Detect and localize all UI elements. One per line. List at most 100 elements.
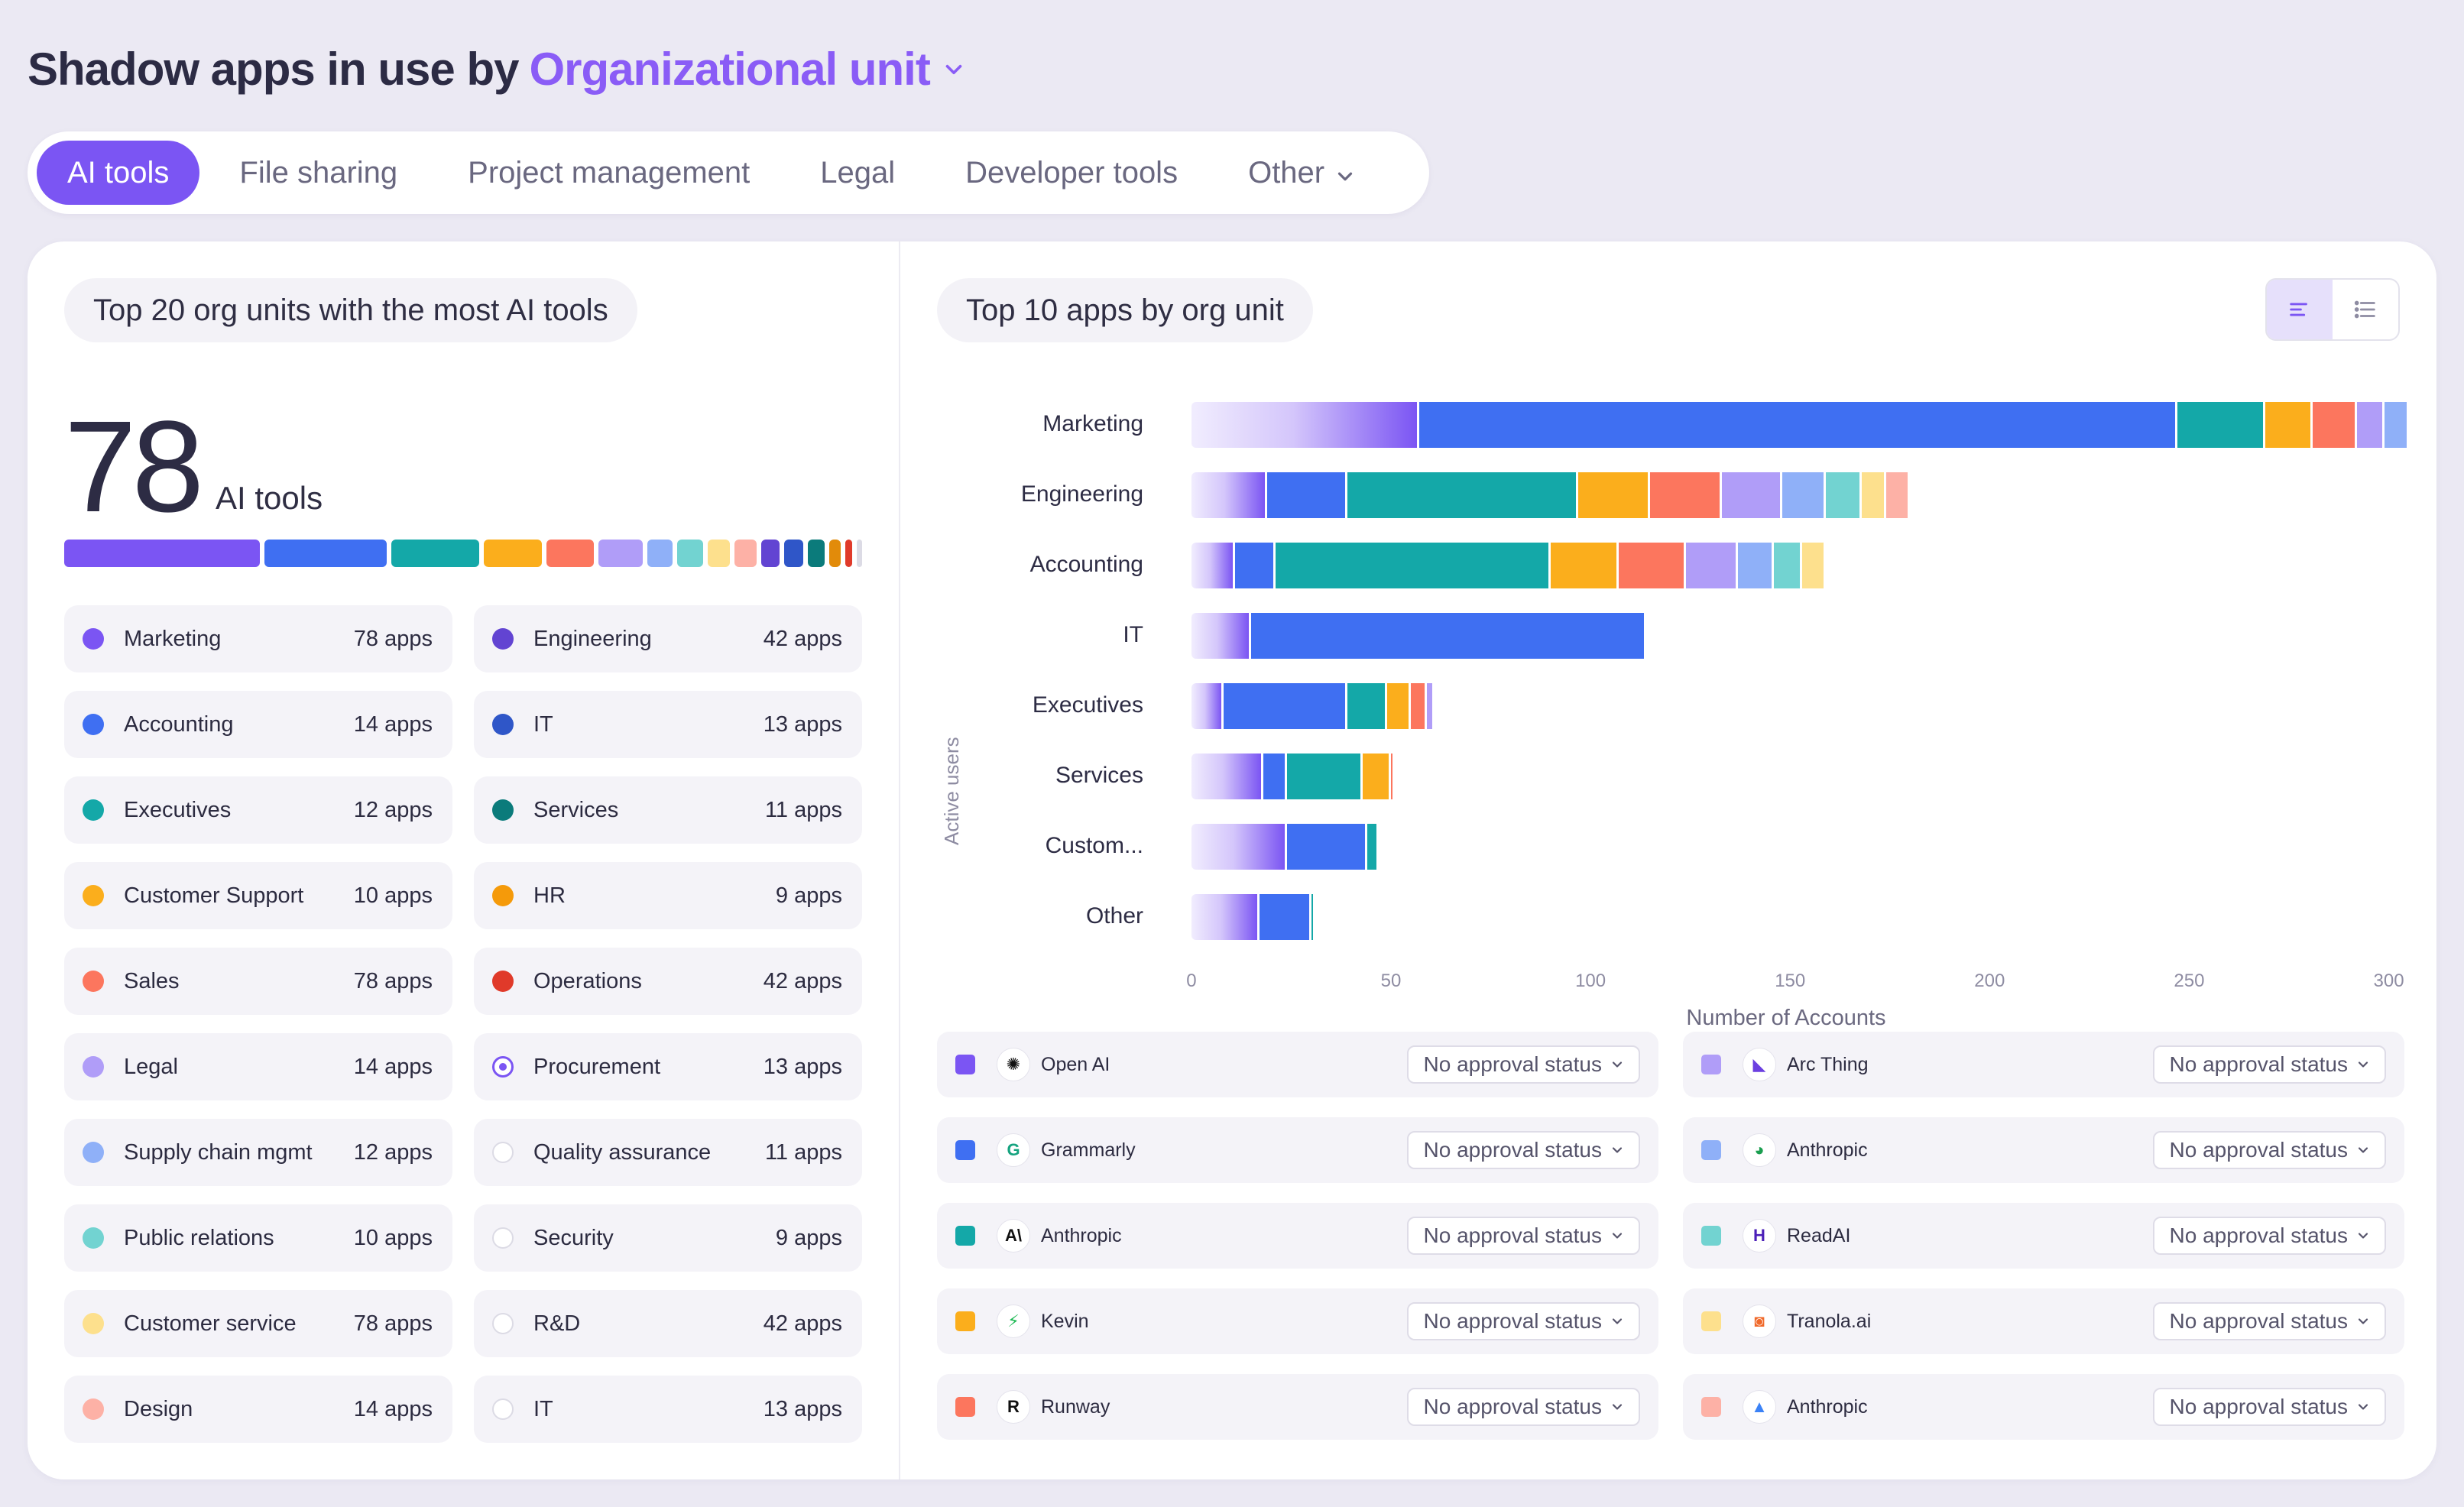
distribution-bar bbox=[64, 540, 862, 567]
org-unit-item[interactable]: Legal 14 apps bbox=[64, 1033, 452, 1100]
org-unit-item[interactable]: Customer Support 10 apps bbox=[64, 862, 452, 929]
org-unit-item[interactable]: Design 14 apps bbox=[64, 1376, 452, 1443]
org-unit-item[interactable]: Services 11 apps bbox=[474, 776, 862, 844]
chart-bar-segment[interactable] bbox=[1347, 472, 1579, 518]
org-unit-item[interactable]: IT 13 apps bbox=[474, 1376, 862, 1443]
chart-bar-segment[interactable] bbox=[2265, 402, 2313, 448]
org-unit-item[interactable]: Supply chain mgmt 12 apps bbox=[64, 1119, 452, 1186]
approval-status-dropdown[interactable]: No approval status bbox=[2152, 1131, 2386, 1169]
tab-other[interactable]: Other bbox=[1217, 141, 1387, 205]
org-unit-name: Accounting bbox=[124, 711, 234, 737]
chart-bar-segment[interactable] bbox=[1311, 894, 1315, 940]
approval-status-dropdown[interactable]: No approval status bbox=[1406, 1388, 1640, 1426]
x-axis-tick-label: 200 bbox=[1974, 971, 2005, 991]
org-unit-item[interactable]: Sales 78 apps bbox=[64, 948, 452, 1015]
approval-status-dropdown[interactable]: No approval status bbox=[1406, 1045, 1640, 1084]
org-unit-item[interactable]: Engineering 42 apps bbox=[474, 605, 862, 672]
chart-category-label: Marketing bbox=[1042, 411, 1143, 436]
tab-ai-tools[interactable]: AI tools bbox=[37, 141, 200, 205]
chart-bar-segment[interactable] bbox=[1367, 824, 1380, 870]
org-unit-color-dot bbox=[83, 628, 104, 650]
chart-bar-segment[interactable] bbox=[2177, 402, 2265, 448]
chart-bar-segment[interactable] bbox=[1386, 683, 1412, 729]
chart-bar-segment[interactable] bbox=[1287, 754, 1363, 799]
left-panel-title: Top 20 org units with the most AI tools bbox=[64, 278, 637, 342]
chart-bar-segment[interactable] bbox=[1411, 683, 1427, 729]
org-unit-item[interactable]: Quality assurance 11 apps bbox=[474, 1119, 862, 1186]
chart-bar-segment[interactable] bbox=[1427, 683, 1435, 729]
chart-bar-segment[interactable] bbox=[1235, 543, 1276, 588]
approval-status-dropdown[interactable]: No approval status bbox=[2152, 1388, 2386, 1426]
chart-bar-segment[interactable] bbox=[1722, 472, 1782, 518]
org-unit-color-dot bbox=[492, 1142, 514, 1163]
chart-bar-segment[interactable] bbox=[2313, 402, 2357, 448]
chart-bar-segment[interactable] bbox=[1550, 543, 1619, 588]
org-unit-item[interactable]: Security 9 apps bbox=[474, 1204, 862, 1272]
list-view-button[interactable] bbox=[2333, 280, 2398, 339]
chart-bar-segment[interactable] bbox=[1391, 754, 1396, 799]
org-unit-item[interactable]: Operations 42 apps bbox=[474, 948, 862, 1015]
chart-bar-segment[interactable] bbox=[1782, 472, 1827, 518]
org-unit-color-dot bbox=[83, 1056, 104, 1078]
chart-bar-segment[interactable] bbox=[1191, 754, 1263, 799]
chart-bar-segment[interactable] bbox=[1650, 472, 1723, 518]
chart-bar-segment[interactable] bbox=[1191, 402, 1419, 448]
chart-bar-segment[interactable] bbox=[1363, 754, 1391, 799]
chart-bar-segment[interactable] bbox=[1801, 543, 1827, 588]
chart-bar-segment[interactable] bbox=[1347, 683, 1387, 729]
org-unit-item[interactable]: Marketing 78 apps bbox=[64, 605, 452, 672]
org-unit-item[interactable]: Executives 12 apps bbox=[64, 776, 452, 844]
chart-bar-segment[interactable] bbox=[1259, 894, 1311, 940]
chart-bar-segment[interactable] bbox=[1223, 683, 1347, 729]
chart-bar-segment[interactable] bbox=[1578, 472, 1651, 518]
chart-bar-segment[interactable] bbox=[1191, 824, 1288, 870]
tab-project-management[interactable]: Project management bbox=[437, 141, 780, 205]
chart-bar-segment[interactable] bbox=[1826, 472, 1863, 518]
chart-bar-segment[interactable] bbox=[2385, 402, 2409, 448]
tab-developer-tools[interactable]: Developer tools bbox=[935, 141, 1208, 205]
chart-bar-segment[interactable] bbox=[1738, 543, 1775, 588]
chart-bar-segment[interactable] bbox=[1774, 543, 1802, 588]
chart-bar-segment[interactable] bbox=[1191, 543, 1236, 588]
chart-bar-segment[interactable] bbox=[1191, 613, 1252, 659]
chart-bar-segment[interactable] bbox=[1191, 683, 1224, 729]
chart-bar-segment[interactable] bbox=[1418, 402, 2177, 448]
approval-status-label: No approval status bbox=[1423, 1395, 1602, 1418]
chart-bar-segment[interactable] bbox=[1862, 472, 1886, 518]
org-unit-item[interactable]: IT 13 apps bbox=[474, 691, 862, 758]
chart-bar-segment[interactable] bbox=[1885, 472, 1910, 518]
chart-bar-segment[interactable] bbox=[1263, 754, 1288, 799]
chart-bar-segment[interactable] bbox=[1686, 543, 1739, 588]
chevron-down-icon bbox=[1612, 1318, 1623, 1324]
chart-bar-segment[interactable] bbox=[1191, 472, 1268, 518]
chart-bar-segment[interactable] bbox=[1275, 543, 1551, 588]
org-unit-name: Quality assurance bbox=[533, 1139, 712, 1165]
approval-status-dropdown[interactable]: No approval status bbox=[2152, 1302, 2386, 1340]
org-unit-name: Executives bbox=[124, 797, 232, 822]
org-unit-item[interactable]: Procurement 13 apps bbox=[474, 1033, 862, 1100]
chart-bar-segment[interactable] bbox=[2356, 402, 2385, 448]
org-unit-selector[interactable]: Organizational unit bbox=[529, 43, 966, 96]
org-unit-item[interactable]: HR 9 apps bbox=[474, 862, 862, 929]
chart-bar-segment[interactable] bbox=[1251, 613, 1647, 659]
tab-file-sharing[interactable]: File sharing bbox=[209, 141, 428, 205]
tab-legal[interactable]: Legal bbox=[789, 141, 926, 205]
approval-status-dropdown[interactable]: No approval status bbox=[1406, 1217, 1640, 1255]
org-unit-item[interactable]: R&D 42 apps bbox=[474, 1290, 862, 1357]
chart-bar-segment[interactable] bbox=[1267, 472, 1347, 518]
bar-view-button[interactable] bbox=[2267, 280, 2333, 339]
org-unit-item[interactable]: Customer service 78 apps bbox=[64, 1290, 452, 1357]
approval-status-dropdown[interactable]: No approval status bbox=[2152, 1217, 2386, 1255]
org-unit-item[interactable]: Public relations 10 apps bbox=[64, 1204, 452, 1272]
chart-bar-segment[interactable] bbox=[1191, 894, 1260, 940]
chart-bar-segment[interactable] bbox=[1287, 824, 1367, 870]
approval-status-dropdown[interactable]: No approval status bbox=[1406, 1131, 1640, 1169]
right-panel-title: Top 10 apps by org unit bbox=[937, 278, 1313, 342]
approval-status-dropdown[interactable]: No approval status bbox=[1406, 1302, 1640, 1340]
approval-status-dropdown[interactable]: No approval status bbox=[2152, 1045, 2386, 1084]
org-unit-count: 12 apps bbox=[353, 1139, 433, 1165]
chart-bar-segment[interactable] bbox=[1618, 543, 1687, 588]
status-chevron-wrap bbox=[1610, 1142, 1625, 1158]
org-unit-color-dot bbox=[492, 1227, 514, 1249]
org-unit-item[interactable]: Accounting 14 apps bbox=[64, 691, 452, 758]
